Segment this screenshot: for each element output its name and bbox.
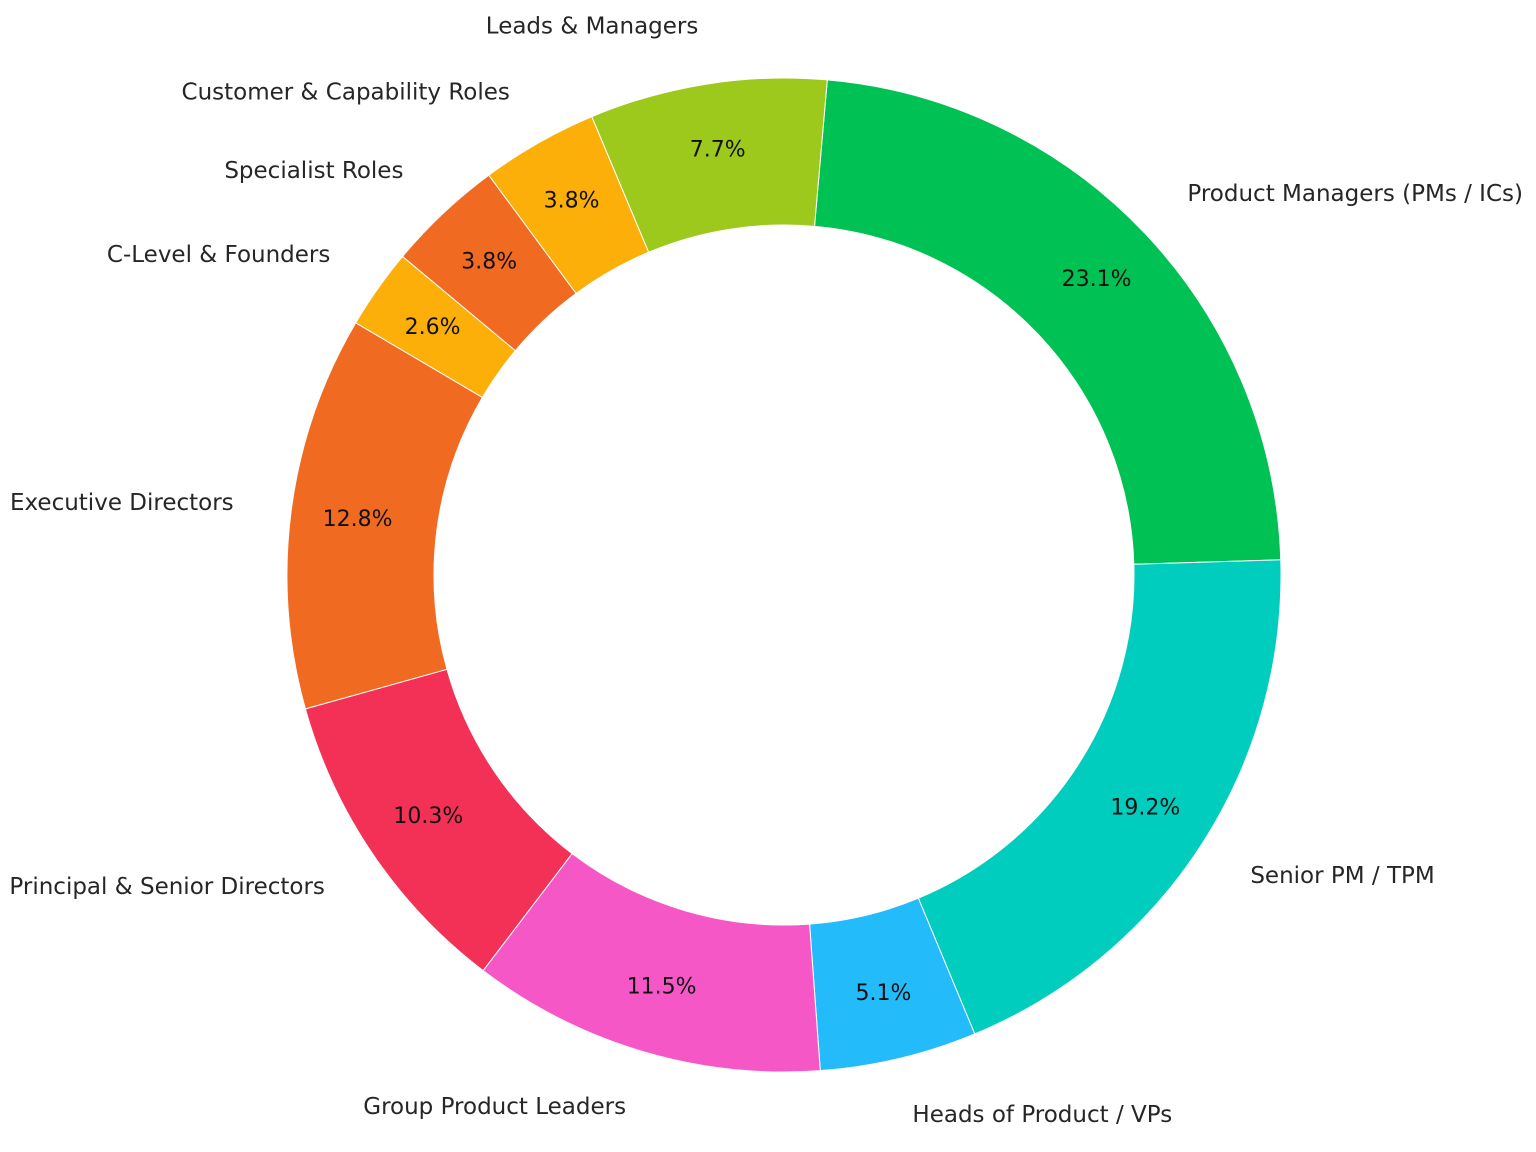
slice-1	[917, 559, 1282, 1035]
slice-9	[591, 77, 828, 253]
slice-category-label: Customer & Capability Roles	[182, 79, 510, 105]
slice-category-label: Heads of Product / VPs	[912, 1102, 1172, 1128]
slice-category-label: Senior PM / TPM	[1250, 863, 1434, 889]
slice-percent-label: 11.5%	[627, 975, 697, 1000]
slice-percent-label: 10.3%	[393, 804, 463, 829]
slice-percent-label: 23.1%	[1062, 267, 1132, 292]
slice-category-label: Principal & Senior Directors	[9, 874, 325, 900]
slice-percent-label: 12.8%	[323, 507, 393, 532]
slice-category-label: Leads & Managers	[486, 14, 699, 40]
percent-labels-layer: 23.1% 19.2% 5.1% 11.5% 10.3% 12.8% 2.6% 3.8% 3.8…	[323, 138, 1181, 1006]
slice-category-label: Executive Directors	[10, 490, 234, 516]
slices-layer	[286, 77, 1282, 1073]
slice-percent-label: 5.1%	[856, 981, 912, 1006]
slice-percent-label: 19.2%	[1110, 796, 1180, 821]
slice-category-label: Group Product Leaders	[363, 1094, 626, 1120]
slice-0	[813, 79, 1282, 565]
slice-percent-label: 3.8%	[461, 249, 517, 274]
slice-category-label: Product Managers (PMs / ICs)	[1187, 181, 1523, 207]
slice-category-label: C-Level & Founders	[107, 242, 330, 268]
slice-category-label: Specialist Roles	[224, 158, 403, 184]
slice-percent-label: 2.6%	[405, 315, 461, 340]
slice-percent-label: 7.7%	[690, 138, 746, 163]
category-labels-layer: Product Managers (PMs / ICs) Senior PM / …	[9, 14, 1523, 1128]
slice-percent-label: 3.8%	[544, 189, 600, 214]
